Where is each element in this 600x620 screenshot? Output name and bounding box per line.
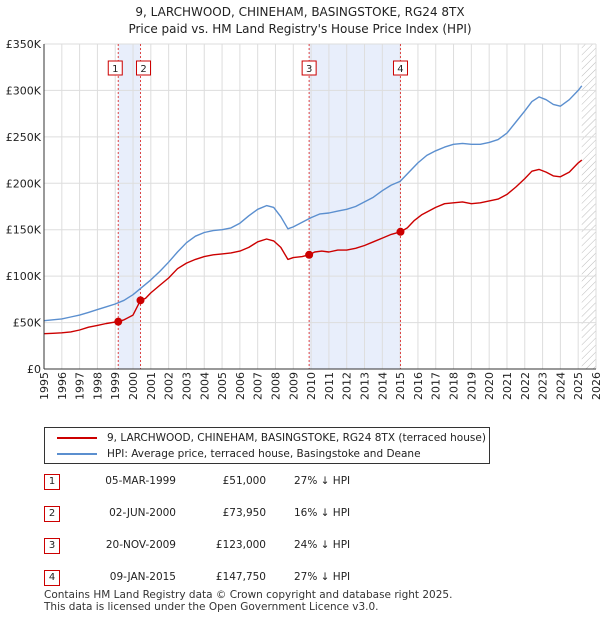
x-tick-label: 1997	[74, 372, 87, 400]
x-tick-label: 2023	[537, 372, 550, 400]
annotation-box	[301, 60, 317, 76]
table-row: 4 09-JAN-2015 £147,750 27% ↓ HPI	[44, 570, 444, 586]
y-tick-label: £50K	[13, 317, 42, 330]
x-tick-label: 2019	[465, 372, 478, 400]
annotation-label: 4	[397, 64, 403, 75]
x-tick-label: 2017	[430, 372, 443, 400]
hpi-line	[43, 85, 583, 322]
sale-point	[396, 227, 405, 236]
y-tick-label: £100K	[6, 270, 42, 283]
x-tick-label: 2011	[323, 372, 336, 400]
annotation-box	[136, 60, 152, 76]
footer-copyright: Contains HM Land Registry data © Crown c…	[44, 589, 453, 601]
table-row: 3 20-NOV-2009 £123,000 24% ↓ HPI	[44, 538, 444, 554]
annotation-label: 2	[140, 64, 146, 75]
x-tick-label: 2001	[145, 372, 158, 400]
legend-property-label: 9, LARCHWOOD, CHINEHAM, BASINGSTOKE, RG2…	[107, 432, 486, 444]
x-tick-label: 2002	[163, 372, 176, 400]
transaction-date: 02-JUN-2000	[109, 507, 176, 519]
x-tick-label: 1995	[38, 372, 51, 400]
x-tick-label: 2018	[448, 372, 461, 400]
y-tick-label: £300K	[6, 84, 42, 97]
x-tick-label: 2004	[198, 372, 211, 400]
annotation-label: 1	[112, 64, 118, 75]
legend-item-hpi: HPI: Average price, terraced house, Basi…	[45, 446, 421, 462]
x-tick-label: 2021	[501, 372, 514, 400]
transaction-price: £51,000	[222, 475, 266, 487]
legend-hpi-label: HPI: Average price, terraced house, Basi…	[107, 448, 421, 460]
x-tick-label: 2003	[180, 372, 193, 400]
y-tick-label: £0	[27, 363, 41, 376]
table-row: 1 05-MAR-1999 £51,000 27% ↓ HPI	[44, 474, 444, 490]
x-tick-label: 2024	[554, 372, 567, 400]
x-tick-label: 1996	[56, 372, 69, 400]
x-tick-label: 2009	[287, 372, 300, 400]
x-tick-label: 2008	[269, 372, 282, 400]
transaction-price: £123,000	[215, 539, 266, 551]
chart-title: 9, LARCHWOOD, CHINEHAM, BASINGSTOKE, RG2…	[135, 5, 465, 19]
transaction-number: 4	[44, 570, 60, 586]
x-tick-label: 2007	[252, 372, 265, 400]
transaction-hpi-diff: 16% ↓ HPI	[294, 507, 351, 519]
x-tick-label: 2010	[305, 372, 318, 400]
x-tick-label: 2014	[376, 372, 389, 400]
annotation-box	[392, 60, 408, 76]
x-tick-label: 2026	[590, 372, 600, 400]
transaction-date: 05-MAR-1999	[105, 475, 176, 487]
transaction-number: 3	[44, 538, 60, 554]
footer-licence: This data is licensed under the Open Gov…	[44, 601, 379, 613]
x-tick-label: 2022	[519, 372, 532, 400]
x-tick-label: 2005	[216, 372, 229, 400]
table-row: 2 02-JUN-2000 £73,950 16% ↓ HPI	[44, 506, 444, 522]
x-tick-label: 2012	[341, 372, 354, 400]
transaction-date: 09-JAN-2015	[109, 571, 176, 583]
x-tick-label: 2016	[412, 372, 425, 400]
transaction-date: 20-NOV-2009	[105, 539, 176, 551]
legend-property-line	[57, 437, 97, 439]
chart-legend: 9, LARCHWOOD, CHINEHAM, BASINGSTOKE, RG2…	[44, 427, 490, 464]
x-tick-label: 2000	[127, 372, 140, 400]
shaded-period	[118, 44, 141, 369]
transaction-number: 2	[44, 506, 60, 522]
sale-point	[305, 250, 314, 259]
legend-hpi-line	[57, 453, 97, 455]
y-tick-label: £250K	[6, 131, 42, 144]
sale-point	[136, 296, 145, 305]
legend-item-property: 9, LARCHWOOD, CHINEHAM, BASINGSTOKE, RG2…	[45, 430, 486, 446]
x-tick-label: 2013	[359, 372, 372, 400]
transaction-number: 1	[44, 474, 60, 490]
transaction-price: £147,750	[215, 571, 266, 583]
transaction-hpi-diff: 27% ↓ HPI	[294, 475, 351, 487]
forecast-hatch	[581, 44, 596, 369]
x-tick-label: 2025	[572, 372, 585, 400]
price-chart: 1 2 3 4 £0 £50K £100K £150K £200K £250K £300K £350K…	[6, 38, 600, 400]
y-tick-label: £200K	[6, 177, 42, 190]
y-tick-label: £150K	[6, 224, 42, 237]
annotation-box	[107, 60, 123, 76]
sale-point	[114, 317, 123, 326]
transaction-price: £73,950	[222, 507, 266, 519]
x-tick-label: 2015	[394, 372, 407, 400]
annotation-label: 3	[306, 64, 312, 75]
transaction-hpi-diff: 27% ↓ HPI	[294, 571, 351, 583]
x-tick-label: 1998	[91, 372, 104, 400]
x-tick-label: 2020	[483, 372, 496, 400]
x-tick-label: 1999	[109, 372, 122, 400]
chart-subtitle: Price paid vs. HM Land Registry's House …	[128, 22, 472, 36]
y-tick-label: £350K	[6, 38, 42, 51]
x-tick-label: 2006	[234, 372, 247, 400]
transaction-hpi-diff: 24% ↓ HPI	[294, 539, 351, 551]
